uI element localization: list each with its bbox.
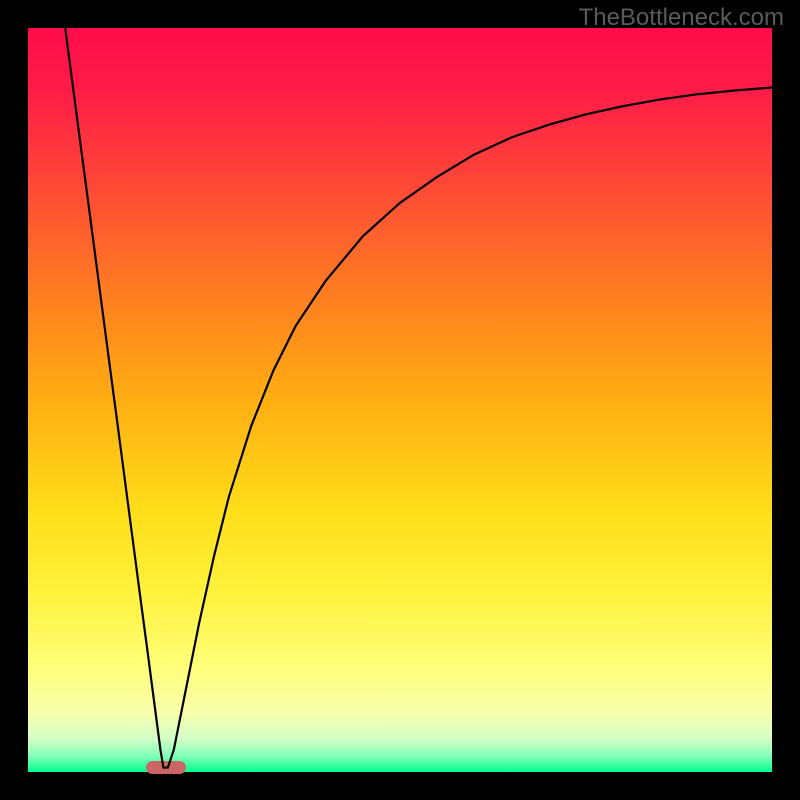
chart-container: { "meta": { "width": 800, "height": 800,… <box>0 0 800 800</box>
watermark-text: TheBottleneck.com <box>579 4 784 32</box>
plot-area <box>28 28 772 772</box>
bottleneck-curve <box>28 28 772 772</box>
